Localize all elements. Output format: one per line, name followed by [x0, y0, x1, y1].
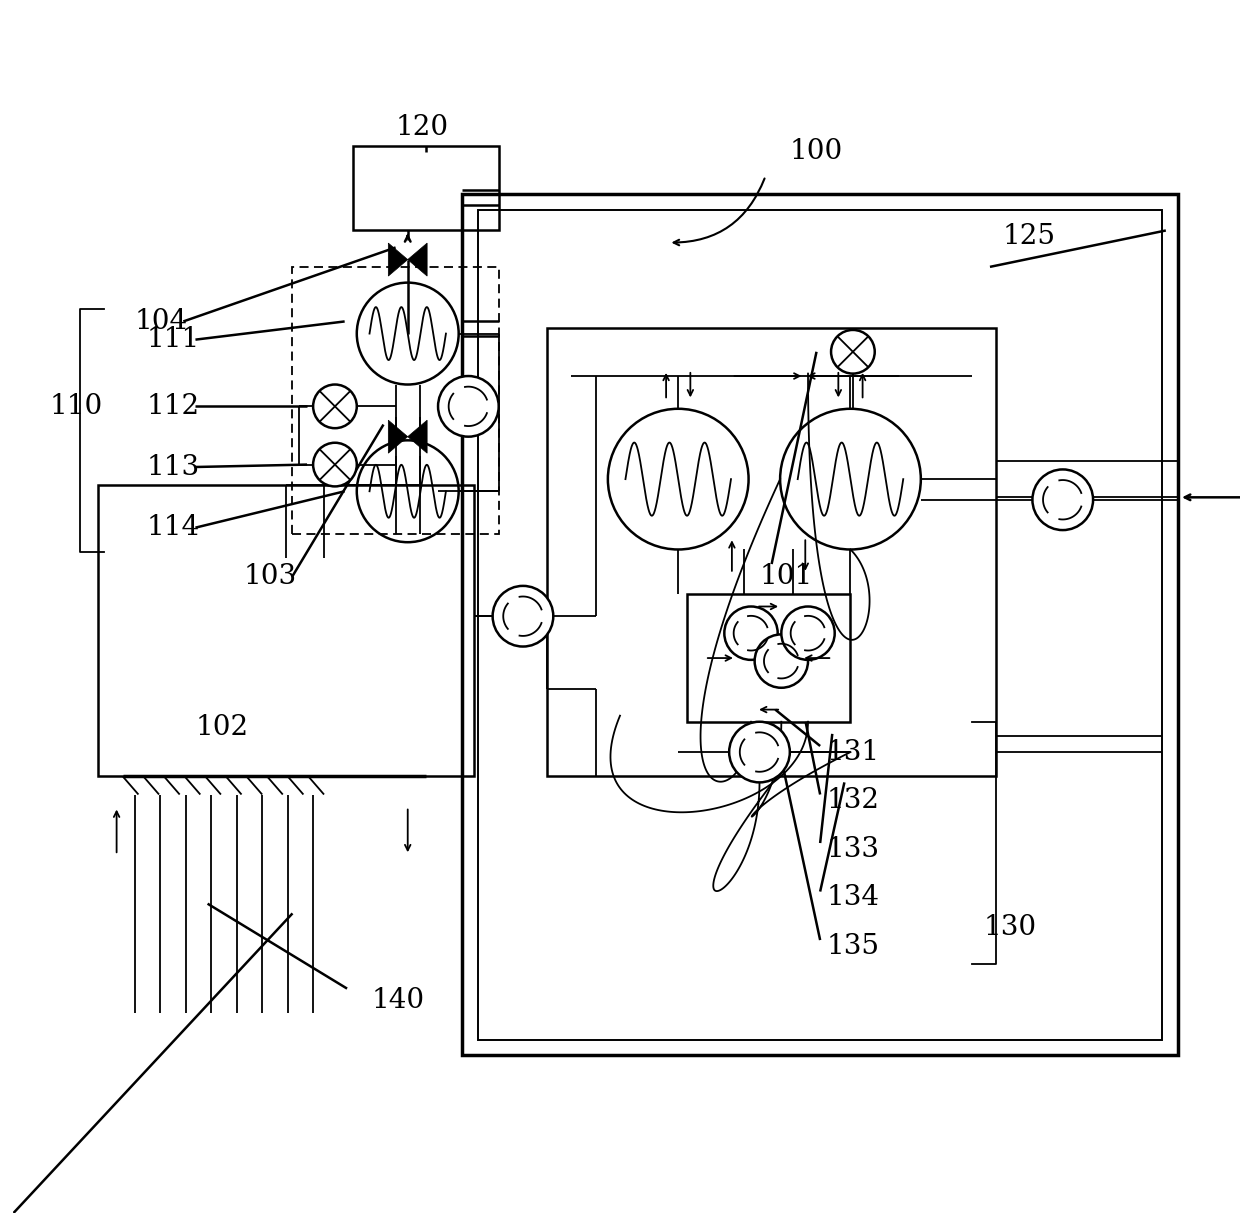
Text: 120: 120 — [396, 114, 449, 141]
Text: 125: 125 — [1002, 223, 1055, 250]
Text: 101: 101 — [759, 563, 812, 590]
Circle shape — [314, 385, 357, 428]
Text: 131: 131 — [826, 739, 879, 765]
Bar — [293, 267, 498, 534]
Text: 130: 130 — [983, 915, 1037, 941]
Text: 100: 100 — [790, 138, 843, 165]
Polygon shape — [408, 420, 427, 454]
Text: 104: 104 — [135, 308, 188, 335]
Circle shape — [492, 586, 553, 647]
Circle shape — [1033, 469, 1094, 530]
Text: 114: 114 — [146, 514, 200, 541]
Bar — [98, 485, 475, 776]
Circle shape — [724, 606, 777, 660]
Text: 103: 103 — [244, 563, 298, 590]
Polygon shape — [388, 420, 408, 454]
Bar — [353, 146, 498, 230]
Text: 135: 135 — [826, 933, 879, 959]
Bar — [479, 210, 1162, 1040]
Text: 140: 140 — [371, 987, 424, 1014]
Circle shape — [755, 634, 808, 688]
Polygon shape — [408, 243, 427, 277]
Circle shape — [314, 443, 357, 486]
Text: 111: 111 — [146, 326, 200, 353]
Text: 132: 132 — [826, 787, 879, 814]
Text: 112: 112 — [146, 393, 200, 420]
Polygon shape — [388, 243, 408, 277]
Circle shape — [438, 376, 498, 437]
Circle shape — [781, 606, 835, 660]
Text: 133: 133 — [826, 836, 879, 862]
Text: 110: 110 — [50, 393, 103, 420]
Circle shape — [831, 330, 874, 374]
Text: 134: 134 — [826, 884, 879, 911]
Text: 113: 113 — [146, 454, 200, 480]
Bar — [547, 328, 996, 776]
Bar — [687, 594, 851, 722]
Text: 102: 102 — [196, 714, 248, 741]
Bar — [463, 194, 1178, 1055]
Circle shape — [729, 722, 790, 782]
